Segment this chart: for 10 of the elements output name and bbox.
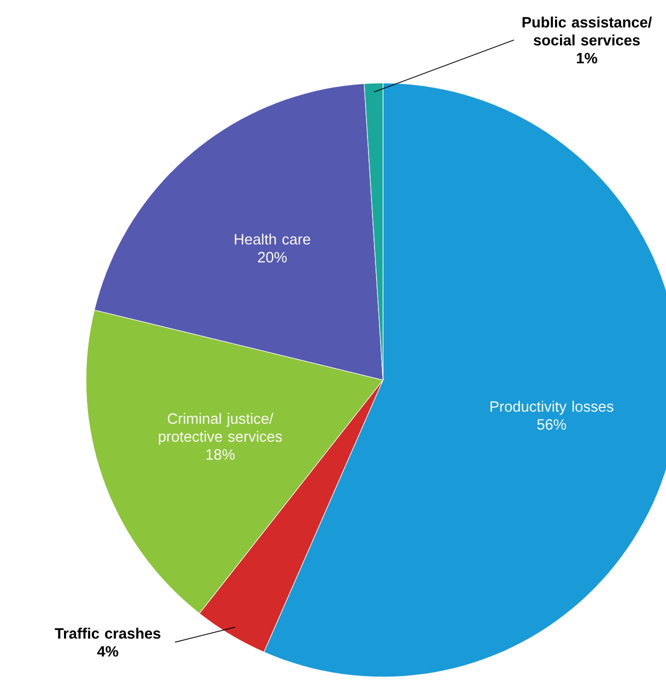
data-label: 56% — [537, 419, 566, 430]
slice-label: Public assistance/ social services — [522, 16, 652, 46]
data-label: 4% — [97, 646, 118, 657]
slice-label: Traffic crashes — [54, 628, 160, 639]
slice-label: Criminal justice/ protective services — [158, 412, 282, 445]
data-label: 20% — [258, 252, 287, 262]
data-label: 1% — [576, 52, 598, 64]
slice-label: Productivity losses — [490, 400, 614, 415]
slice-label: Health care — [234, 234, 310, 245]
data-label: 18% — [206, 449, 235, 460]
